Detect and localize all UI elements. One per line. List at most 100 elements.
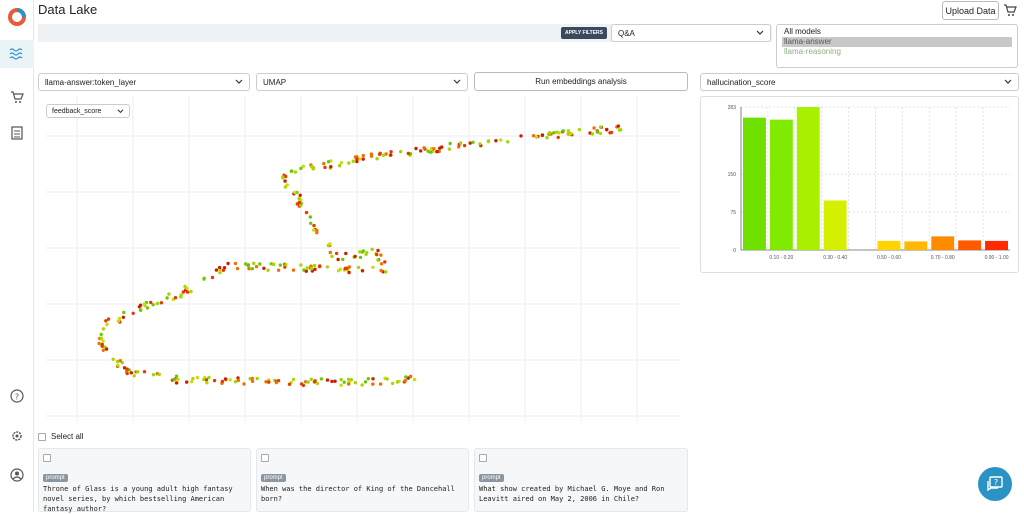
embedding-scatter-plot[interactable] <box>46 96 680 422</box>
scatter-point <box>404 375 408 379</box>
scatter-point <box>312 380 317 384</box>
scatter-point <box>384 152 388 156</box>
sidebar-item-documents[interactable] <box>8 124 26 142</box>
scatter-point <box>97 341 101 346</box>
scatter-point <box>598 131 603 136</box>
scatter-point <box>598 125 603 129</box>
card-checkbox[interactable] <box>43 454 51 462</box>
method-select[interactable]: UMAP <box>256 73 468 91</box>
scatter-point <box>121 315 126 319</box>
scatter-point <box>338 164 342 168</box>
sidebar-item-data-lake[interactable] <box>0 40 34 68</box>
histogram-bar[interactable] <box>823 200 847 250</box>
scatter-point <box>438 146 442 150</box>
run-embeddings-button[interactable]: Run embeddings analysis <box>474 72 688 91</box>
scatter-point <box>117 316 122 321</box>
model-option-selected[interactable]: llama-answer <box>782 37 1012 47</box>
prompt-card[interactable]: prompt When was the director of King of … <box>256 448 469 512</box>
scatter-point <box>233 380 238 384</box>
scatter-point <box>323 165 327 170</box>
histogram-bar[interactable] <box>769 119 793 250</box>
scatter-point <box>592 126 596 130</box>
y-tick-label: 283 <box>728 105 737 111</box>
scatter-point <box>369 154 374 158</box>
task-select[interactable]: Q&A <box>611 24 771 42</box>
help-chat-button[interactable]: ? <box>978 467 1012 501</box>
scatter-point <box>383 260 387 264</box>
scatter-point <box>250 379 255 383</box>
histogram-bar[interactable] <box>743 117 766 251</box>
sidebar-item-account[interactable] <box>8 466 26 484</box>
histogram-bar[interactable] <box>904 241 928 250</box>
model-option[interactable]: All models <box>784 27 821 36</box>
chevron-down-icon <box>1004 79 1012 84</box>
scatter-point <box>304 210 309 215</box>
scatter-point <box>379 253 383 257</box>
scatter-point <box>266 268 270 272</box>
metric-select[interactable]: hallucination_score <box>700 73 1019 91</box>
histogram-bar[interactable] <box>931 236 955 250</box>
histogram-bar[interactable] <box>958 240 982 250</box>
histogram-bar[interactable] <box>796 107 820 250</box>
scatter-point <box>322 161 326 166</box>
scatter-point <box>236 378 241 383</box>
color-by-select-value: feedback_score <box>52 107 102 115</box>
scatter-point <box>347 265 352 269</box>
app-logo[interactable] <box>6 5 28 27</box>
scatter-point <box>364 252 368 257</box>
card-checkbox[interactable] <box>261 454 269 462</box>
scatter-point <box>447 147 452 151</box>
scatter-point <box>384 270 388 274</box>
scatter-point <box>118 359 123 363</box>
prompt-card[interactable]: prompt Throne of Glass is a young adult … <box>38 448 251 513</box>
histogram-bar[interactable] <box>985 240 1008 250</box>
scatter-point <box>291 377 296 382</box>
scatter-point <box>155 301 160 306</box>
scatter-point <box>285 183 289 187</box>
card-checkbox[interactable] <box>479 454 487 462</box>
sidebar-item-help[interactable]: ? <box>8 387 26 405</box>
scatter-point <box>255 376 259 381</box>
document-icon <box>11 126 23 140</box>
scatter-point <box>347 270 351 275</box>
scatter-point <box>390 381 395 386</box>
scatter-point <box>376 258 380 262</box>
scatter-point <box>254 264 259 269</box>
y-tick-label: 0 <box>733 248 736 254</box>
hallucination-histogram[interactable]: 0 75 150 283 0.10 - 0.20 0.30 - 0.40 0.50 - 0.… <box>701 97 1020 274</box>
scatter-point <box>181 290 186 294</box>
scatter-point <box>305 266 309 270</box>
cart-icon[interactable] <box>1003 3 1017 17</box>
scatter-point <box>235 266 240 271</box>
scatter-point <box>605 127 609 132</box>
scatter-point <box>330 379 334 384</box>
scatter-point <box>312 223 316 228</box>
histogram-bar[interactable] <box>877 240 901 250</box>
apply-filters-button[interactable]: APPLY FILTERS <box>561 27 607 39</box>
scatter-point <box>376 248 380 253</box>
sidebar-item-settings[interactable] <box>8 427 26 445</box>
scatter-point <box>339 383 343 387</box>
scatter-point <box>333 379 337 383</box>
layer-select[interactable]: llama-answer:token_layer <box>38 73 250 91</box>
scatter-point <box>609 130 614 135</box>
scatter-point <box>111 357 115 361</box>
scatter-point <box>250 267 254 271</box>
scatter-point <box>301 383 306 388</box>
model-option[interactable]: llama-reasoning <box>784 47 841 56</box>
page-title: Data Lake <box>38 2 98 17</box>
scatter-point <box>101 339 105 343</box>
prompt-card[interactable]: prompt What show created by Michael G. M… <box>474 448 688 512</box>
upload-data-button[interactable]: Upload Data <box>942 1 999 20</box>
chevron-down-icon <box>117 109 124 114</box>
select-all-checkbox[interactable] <box>38 432 46 441</box>
prompt-text: Throne of Glass is a young adult high fa… <box>43 485 233 513</box>
chevron-down-icon <box>235 79 243 84</box>
scatter-point <box>555 130 559 134</box>
scatter-point <box>244 262 248 266</box>
color-by-select[interactable]: feedback_score <box>46 104 130 118</box>
model-list[interactable]: All models llama-answer llama-reasoning <box>776 24 1018 68</box>
sidebar-item-cart[interactable] <box>8 88 26 106</box>
scatter-point <box>377 152 382 156</box>
select-all[interactable]: Select all <box>38 432 83 441</box>
